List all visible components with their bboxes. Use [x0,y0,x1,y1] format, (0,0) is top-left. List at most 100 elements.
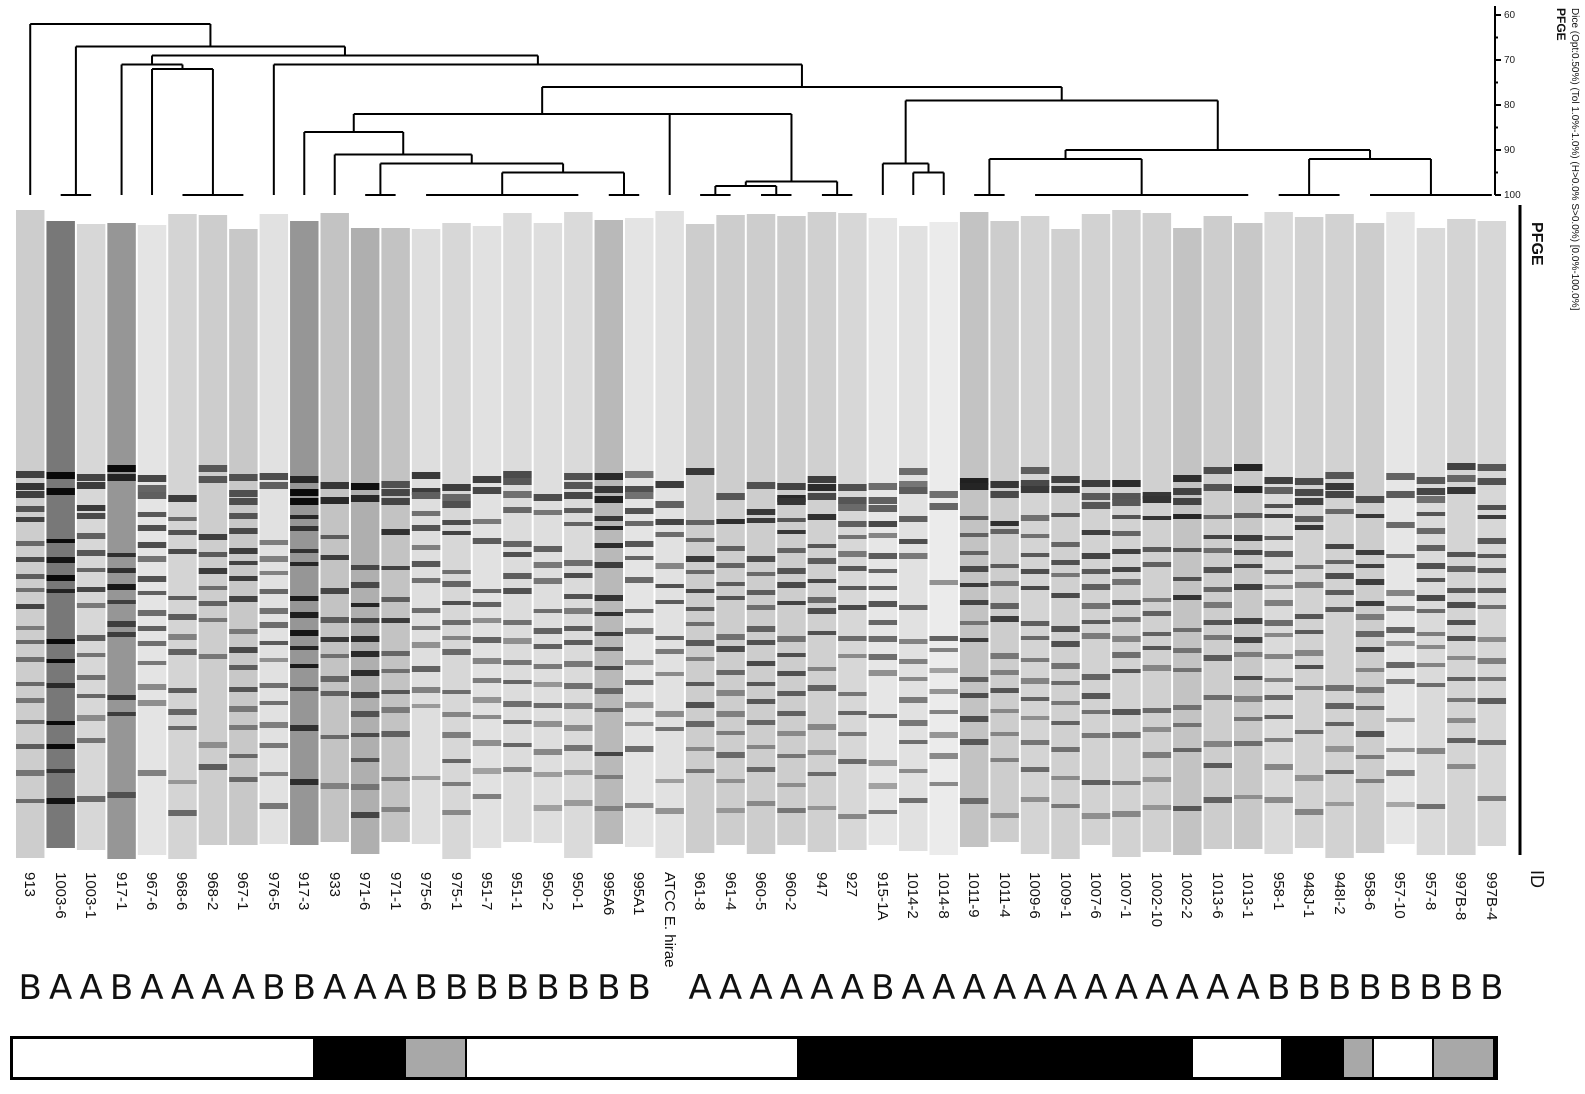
gel-band [625,746,654,752]
gel-band [746,801,776,806]
gel-band [1386,662,1415,668]
gel-band [229,629,258,634]
gel-band [777,691,806,696]
gel-band [1477,554,1507,558]
gel-band [1477,464,1507,471]
gel-band [990,581,1019,586]
gel-band [76,550,106,556]
lane-group-letter: A [810,968,834,1008]
lane-id-label: 1003-6 [51,872,69,919]
gel-band [594,612,623,616]
gel-band [1264,654,1293,659]
lane-group-letter: A [323,968,347,1008]
gel-band [46,472,75,479]
gel-band [350,495,380,502]
gel-band [807,484,837,491]
gel-band [655,600,684,604]
gel-band [990,616,1019,622]
gel-band [1355,631,1385,637]
gel-lane [1325,214,1354,858]
gel-band [1203,655,1232,661]
gel-band [899,639,928,644]
gel-band [899,468,928,475]
gel-band [838,497,867,504]
gel-band [1173,595,1202,600]
lane-group-letter: A [962,968,986,1008]
gel-band [1203,602,1232,608]
gel-band [168,726,197,730]
gel-band [1325,472,1354,479]
gel-band [716,493,745,500]
gel-band [1477,505,1507,510]
gel-band [76,635,106,641]
gel-band [259,608,289,614]
gel-band [777,530,806,534]
lane-group-letter: A [1236,968,1260,1008]
gel-band [533,749,563,755]
gel-lane [503,213,532,842]
gel-band [685,538,715,542]
gel-band [1081,530,1111,535]
gel-band [1020,636,1050,640]
gel-band [1081,780,1111,785]
gel-band [1447,566,1476,572]
gel-band [1020,586,1050,590]
gel-band [594,752,623,756]
gel-band [655,636,684,640]
gel-band [1447,738,1476,743]
lane-id-label: 1007-1 [1117,872,1135,919]
gel-band [198,618,228,622]
gel-band [381,481,410,488]
gel-band [76,653,106,657]
gel-band [1020,480,1050,487]
gel-band [1173,628,1202,632]
lane-group-letter: A [201,968,225,1008]
gel-band [1447,602,1476,608]
lane-group-letter: A [231,968,256,1008]
gel-band [137,512,167,517]
lane-group-letter: A [932,968,956,1008]
lane-id-label: 997B-8 [1452,872,1470,921]
lane-group-letter: A [840,968,865,1008]
gel-lane [107,223,136,859]
cluster-bar-segment [13,1039,316,1077]
gel-band [168,688,197,693]
gel-band [625,702,654,708]
gel-lane [137,225,167,855]
lane-id-label: 971-6 [356,872,374,911]
gel-band [350,603,380,607]
gel-band [1203,620,1232,625]
lane-group-letter: A [383,968,408,1008]
gel-band [685,657,715,661]
gel-band [1355,668,1385,672]
gel-band [1051,593,1080,598]
gel-band [655,519,684,525]
gel-band [838,711,867,715]
gel-band [1264,536,1293,540]
gel-band [1325,509,1354,514]
gel-band [1112,652,1141,658]
lane-id-label: 975-6 [417,872,435,911]
lane-id-label: 995A1 [630,872,648,916]
gel-band [442,601,471,605]
gel-band [107,792,136,798]
gel-band [1051,663,1080,669]
gel-band [807,597,837,603]
gel-band [229,665,258,670]
gel-band [290,687,319,691]
scale-tick-60: 60 [1504,10,1516,21]
gel-band [1142,777,1172,782]
gel-band [1020,515,1050,521]
gel-band [929,732,958,738]
gel-band [168,649,197,655]
gel-band [137,641,167,646]
lane-group-letter: A [688,968,712,1008]
gel-band [1142,598,1172,602]
gel-band [959,716,989,722]
gel-band [868,714,898,718]
gel-band [594,595,623,601]
gel-band [381,618,410,623]
gel-band [320,617,349,623]
gel-band [229,777,258,782]
gel-band [594,688,623,694]
